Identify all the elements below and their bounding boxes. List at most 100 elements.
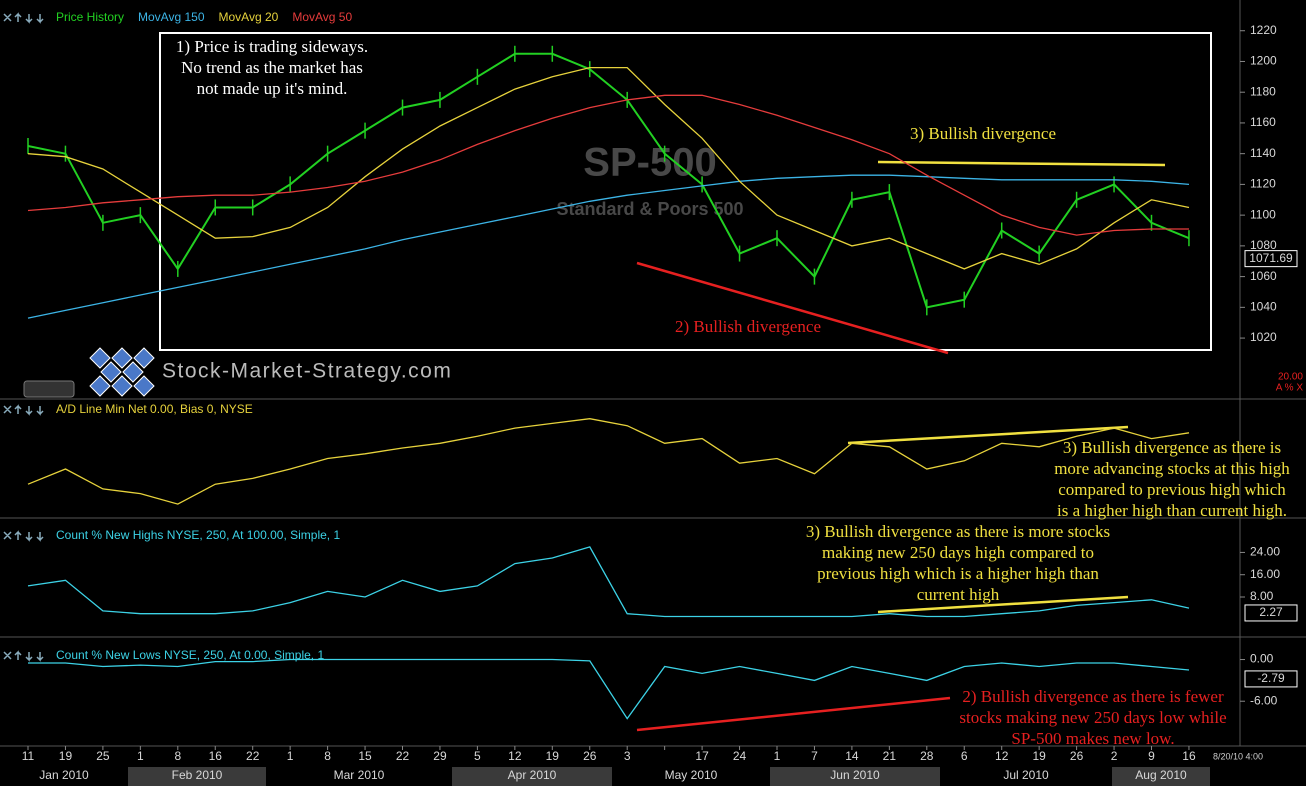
x-tick-label: 11 <box>22 749 35 763</box>
series-line <box>28 658 1190 720</box>
x-tick-label: 1 <box>137 749 144 763</box>
y-tick-label: 16.00 <box>1250 567 1280 581</box>
x-tick-label: 25 <box>96 749 110 763</box>
header-icons <box>3 12 44 24</box>
x-tick-label: 12 <box>508 749 522 763</box>
x-tick-label: 1 <box>287 749 294 763</box>
x-tick-label: 2 <box>1111 749 1118 763</box>
scale-corner: 20.00 <box>1278 372 1303 383</box>
y-tick-label: 1180 <box>1250 84 1276 98</box>
annotation: stocks making new 250 days low while <box>959 708 1226 727</box>
last-value-box <box>1244 604 1298 622</box>
x-tick-label: 14 <box>845 749 859 763</box>
y-tick-label: 1100 <box>1250 207 1276 221</box>
x-tick-label: 9 <box>1148 749 1155 763</box>
month-label: Jan 2010 <box>39 768 89 782</box>
panel-title: Count % New Lows NYSE, 250, At 0.00, Sim… <box>56 648 324 662</box>
x-tick-label: 12 <box>995 749 1009 763</box>
annotation: making new 250 days high compared to <box>822 543 1094 562</box>
y-tick-label: 8.00 <box>1250 589 1274 603</box>
series-line <box>27 546 1190 618</box>
x-tick-label: 19 <box>546 749 560 763</box>
y-tick-label: 0.00 <box>1250 652 1274 666</box>
month-label: Mar 2010 <box>334 768 385 782</box>
x-tick-label: 26 <box>1070 749 1084 763</box>
x-tick-label: 19 <box>1032 749 1046 763</box>
y-tick-label: 1060 <box>1250 269 1277 283</box>
last-value-box <box>1244 250 1298 268</box>
x-tick-label: 24 <box>733 749 747 763</box>
x-tick-label: 22 <box>396 749 410 763</box>
x-tick-label: 21 <box>883 749 897 763</box>
x-tick-label: 28 <box>920 749 934 763</box>
watermark: SP-500 <box>583 141 716 185</box>
timestamp: 8/20/10 4:00 <box>1213 751 1263 761</box>
trend-line <box>877 595 1129 614</box>
month-label: Apr 2010 <box>508 768 557 782</box>
logo-diamonds <box>89 347 155 397</box>
annotation: is a higher high than current high. <box>1057 501 1287 520</box>
x-tick-label: 16 <box>1182 749 1196 763</box>
price-line <box>27 52 1190 309</box>
x-tick-label: 5 <box>474 749 481 763</box>
month-band <box>770 767 940 786</box>
x-tick-label: 3 <box>624 749 631 763</box>
x-tick-label: 8 <box>324 749 331 763</box>
legend-entry: MovAvg 150 <box>138 10 205 24</box>
series-line <box>27 418 1190 505</box>
header-icons <box>3 650 44 662</box>
trend-line <box>636 696 951 732</box>
legend-entry: MovAvg 50 <box>292 10 352 24</box>
header-icons <box>3 530 44 542</box>
last-value-label: 1071.69 <box>1249 251 1293 265</box>
y-tick-label: 1040 <box>1250 300 1277 314</box>
x-tick-label: 17 <box>695 749 709 763</box>
annotation: SP-500 makes new low. <box>1011 729 1174 748</box>
annotation: compared to previous high which <box>1058 480 1286 499</box>
toolbar-button[interactable] <box>23 380 75 398</box>
annotation: 3) Bullish divergence as there is more s… <box>806 522 1110 541</box>
scale-corner: A % X <box>1276 383 1304 394</box>
annotation: 1) Price is trading sideways. <box>176 37 368 56</box>
annotation: 3) Bullish divergence <box>910 124 1056 143</box>
last-value-label: -2.79 <box>1257 671 1285 685</box>
range-box <box>159 32 1212 351</box>
panel-title: Count % New Highs NYSE, 250, At 100.00, … <box>56 528 340 542</box>
series-line <box>27 66 1190 270</box>
trend-line <box>636 261 949 355</box>
header-icons <box>3 404 44 416</box>
month-label: Aug 2010 <box>1135 768 1187 782</box>
y-tick-label: 1200 <box>1250 54 1277 68</box>
legend-entry: Price History <box>56 10 124 24</box>
last-value-box <box>1244 670 1298 688</box>
y-tick-label: -6.00 <box>1250 693 1278 707</box>
month-label: May 2010 <box>665 768 718 782</box>
y-tick-label: 1160 <box>1250 115 1276 129</box>
series-line <box>27 94 1189 236</box>
y-tick-label: 1080 <box>1250 238 1277 252</box>
y-tick-label: 24.00 <box>1250 545 1280 559</box>
panel-title: A/D Line Min Net 0.00, Bias 0, NYSE <box>56 402 253 416</box>
annotation: not made up it's mind. <box>197 79 348 98</box>
x-tick-label: 6 <box>961 749 968 763</box>
annotation: No trend as the market has <box>181 58 363 77</box>
panel-separators <box>0 0 1306 747</box>
watermark-subtitle: Standard & Poors 500 <box>556 199 743 219</box>
annotation: 2) Bullish divergence as there is fewer <box>962 687 1224 706</box>
x-tick-label: 8 <box>174 749 181 763</box>
x-tick-label: 7 <box>811 749 818 763</box>
annotation: 2) Bullish divergence <box>675 317 821 336</box>
trend-line <box>847 425 1129 445</box>
x-tick-label: 29 <box>433 749 447 763</box>
y-tick-label: 1020 <box>1250 330 1277 344</box>
x-tick-label: 1 <box>774 749 781 763</box>
annotation: current high <box>917 585 1000 604</box>
logo <box>89 347 155 397</box>
month-band <box>128 767 266 786</box>
annotation: 3) Bullish divergence as there is <box>1063 438 1281 457</box>
series-line <box>27 174 1190 319</box>
y-tick-label: 1220 <box>1250 23 1277 37</box>
month-band <box>452 767 612 786</box>
